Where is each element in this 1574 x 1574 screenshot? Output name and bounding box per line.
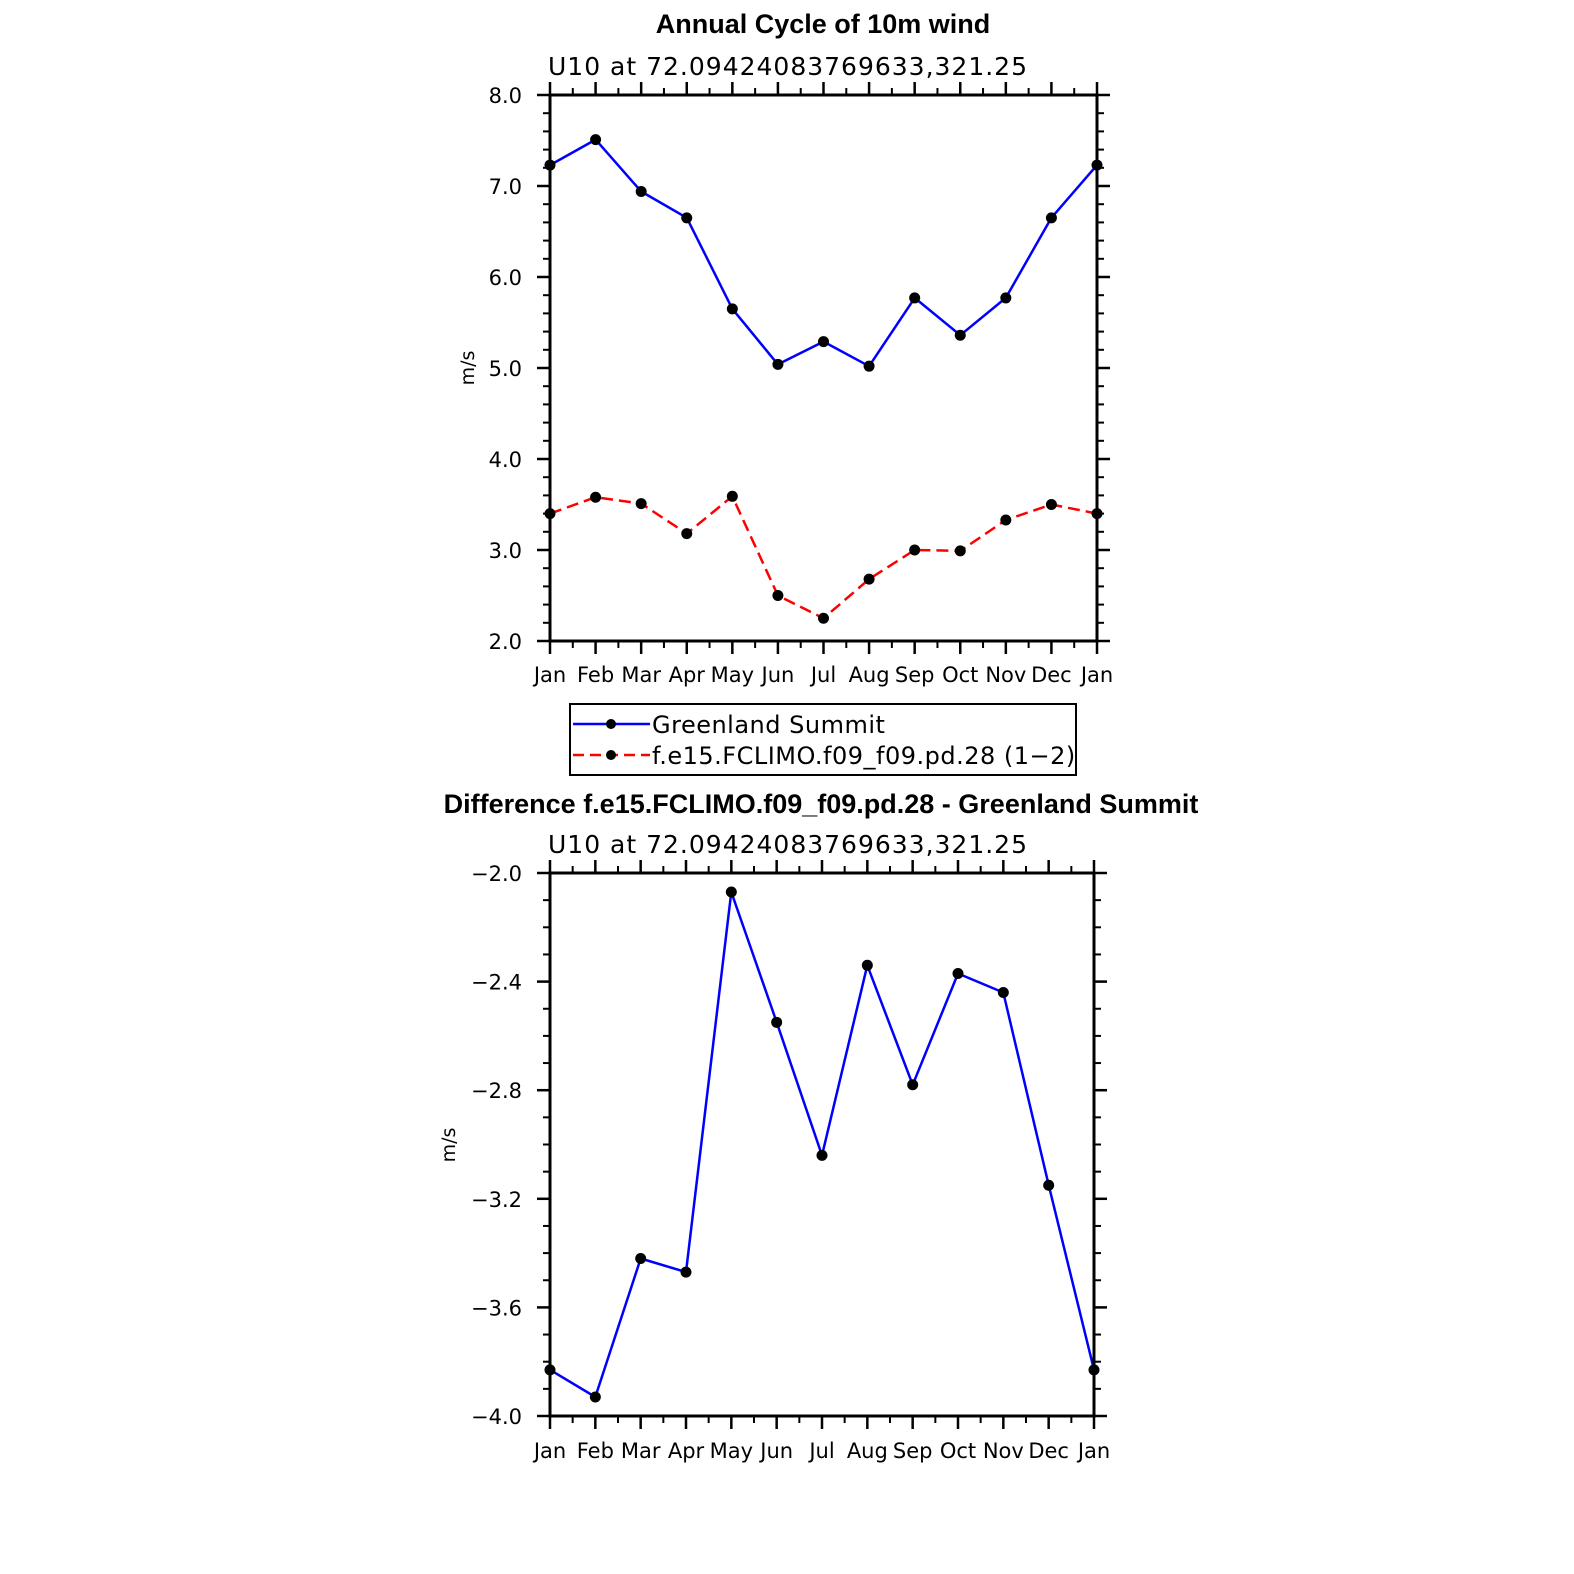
y-tick-label: 6.0 [489,266,522,290]
data-point [681,212,693,224]
data-point [590,134,602,146]
x-tick-label: Feb [577,663,614,687]
data-point [1045,499,1057,510]
x-tick-label: Sep [893,1439,933,1463]
x-tick-label: Jan [1079,663,1113,687]
x-tick-label: Oct [940,1439,976,1463]
x-tick-label: May [711,663,754,687]
y-tick-label: −3.6 [471,1296,522,1320]
x-tick-label: Jun [760,663,795,687]
y-tick-label: 2.0 [489,630,522,654]
data-point [772,590,784,601]
y-axis-label: m/s [457,351,479,386]
x-tick-label: Aug [849,663,890,687]
y-tick-label: 4.0 [489,448,522,472]
data-point [726,490,738,502]
data-point [1045,212,1057,224]
data-point [818,612,829,624]
data-point [954,545,966,557]
legend-label: f.e15.FCLIMO.f09_f09.pd.28 (1−2) [652,742,1076,770]
y-tick-label: −2.0 [471,862,522,886]
x-tick-label: Aug [847,1439,888,1463]
chart-title: Difference f.e15.FCLIMO.f09_f09.pd.28 - … [444,789,1199,819]
x-tick-label: Jul [809,663,836,687]
data-point [1043,1179,1055,1191]
y-tick-label: 7.0 [489,175,522,199]
data-point [725,886,737,898]
x-tick-label: Dec [1028,1439,1069,1463]
data-point [861,959,873,971]
y-tick-label: −3.2 [471,1188,522,1212]
data-point [863,360,875,372]
y-tick-label: 8.0 [489,84,522,108]
data-point [590,491,602,503]
x-tick-label: Apr [668,1439,705,1463]
x-tick-label: Jan [532,663,566,687]
series-group [544,886,1100,1403]
legend-item-model: f.e15.FCLIMO.f09_f09.pd.28 (1−2) [573,742,1076,770]
chart-subtitle: U10 at 72.09424083769633,321.25 [548,830,1028,859]
legend-marker [606,719,616,729]
x-tick-label: Jun [758,1439,793,1463]
x-tick-label: Dec [1031,663,1072,687]
legend: Greenland Summit f.e15.FCLIMO.f09_f09.pd… [569,703,1077,776]
data-point [772,358,784,370]
series-line-0 [549,890,1096,1399]
data-point [681,528,693,540]
x-tick-label: Apr [669,663,706,687]
data-point [680,1266,692,1278]
annual-cycle-panel: Annual Cycle of 10m wind U10 at 72.09424… [457,9,1113,687]
legend-marker [606,750,616,760]
plot-frame [548,871,1096,1418]
data-point [635,185,647,197]
x-tick-label: Nov [985,663,1026,687]
ticks: 2.0 3.0 4.0 5.0 6.0 7.0 8.0 Jan Feb Mar Apr May Jun J… [489,82,1113,687]
data-point [818,336,829,348]
data-point [635,1253,647,1265]
chart-title: Annual Cycle of 10m wind [656,9,991,39]
data-point [863,573,875,585]
data-point [816,1149,828,1161]
y-tick-label: 5.0 [489,357,522,381]
y-tick-label: −4.0 [471,1405,522,1429]
legend-box [569,703,1077,776]
data-point [952,967,964,979]
y-tick-label: 3.0 [489,539,522,563]
data-point [726,303,738,315]
data-point [589,1391,601,1403]
y-tick-label: −2.8 [471,1079,522,1103]
data-point [635,498,647,510]
x-tick-label: Jul [807,1439,834,1463]
plot-frame [548,93,1099,643]
series-line-1 [549,495,1098,620]
data-point [771,1016,783,1028]
x-tick-label: Mar [621,663,661,687]
x-tick-label: Jan [532,1439,566,1463]
data-point [1000,292,1012,304]
difference-panel: Difference f.e15.FCLIMO.f09_f09.pd.28 - … [438,789,1198,1463]
legend-item-greenland-summit: Greenland Summit [573,711,885,739]
data-point [907,1079,919,1091]
x-tick-label: Jan [1076,1439,1110,1463]
data-point [909,544,921,556]
y-axis-label: m/s [438,1128,460,1163]
data-point [1000,514,1012,526]
x-tick-label: Oct [942,663,978,687]
data-point [997,986,1009,998]
y-tick-label: −2.4 [471,971,522,995]
x-tick-label: Nov [983,1439,1024,1463]
series-group [544,134,1103,624]
series-line-0 [549,138,1098,368]
x-tick-label: Sep [895,663,935,687]
x-tick-label: May [710,1439,753,1463]
chart-subtitle: U10 at 72.09424083769633,321.25 [548,52,1028,81]
data-point [909,292,921,304]
x-tick-label: Mar [621,1439,661,1463]
legend-label: Greenland Summit [652,711,885,739]
x-tick-label: Feb [577,1439,614,1463]
data-point [954,329,966,341]
